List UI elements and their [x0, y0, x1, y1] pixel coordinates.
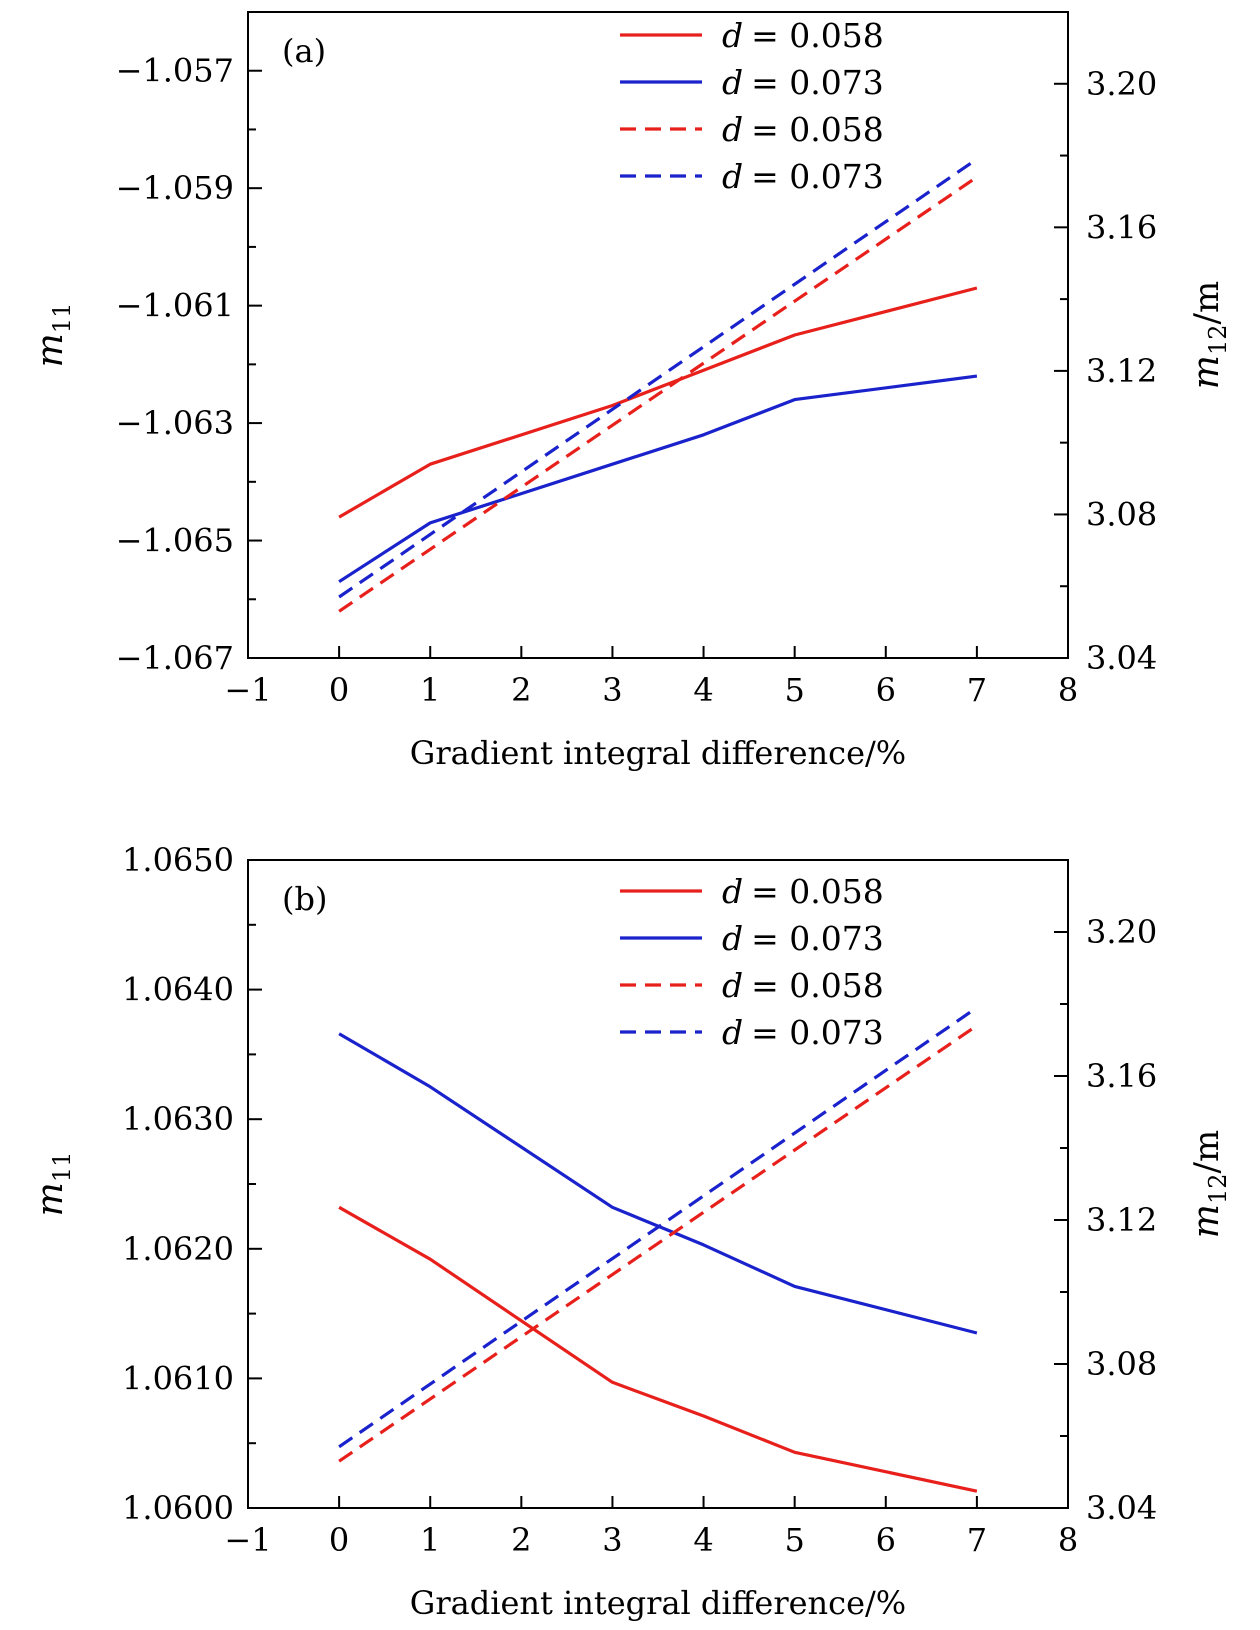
legend-entry-value: = 0.073 — [751, 919, 884, 958]
y-left-tick-label: −1.057 — [116, 52, 234, 90]
legend-entry-var: d — [722, 966, 743, 1005]
y-left-tick-label: −1.063 — [116, 404, 234, 442]
legend-entry-value: = 0.073 — [751, 1013, 884, 1052]
legend-entry-var: d — [722, 157, 743, 196]
y-right-axis-label-base: m — [1186, 355, 1227, 389]
y-right-tick-label: 3.04 — [1086, 1489, 1157, 1527]
y-right-axis-label: m12/m — [1186, 281, 1232, 389]
x-tick-label: 0 — [329, 671, 349, 709]
y-right-tick-label: 3.12 — [1086, 352, 1157, 390]
x-tick-label: 3 — [602, 671, 622, 709]
y-right-axis-label-sub: 12 — [1204, 1174, 1232, 1205]
legend-entry-var: d — [722, 872, 743, 911]
y-left-axis-label-base: m — [30, 1182, 71, 1216]
legend-entry-value: = 0.073 — [751, 63, 884, 102]
y-right-tick-label: 3.08 — [1086, 495, 1157, 533]
panel-label: (a) — [282, 32, 326, 70]
series-line-left-solid-1 — [338, 1032, 978, 1335]
series-line-left-solid-0 — [338, 286, 978, 519]
legend-entry-2: d = 0.058 — [722, 966, 884, 1005]
x-tick-label: 5 — [784, 1521, 804, 1559]
series-line-right-dashed-2 — [338, 175, 978, 613]
y-left-axis-label-sub: 11 — [48, 303, 76, 334]
y-right-axis-label-unit: /m — [1187, 281, 1227, 325]
y-left-tick-label: −1.061 — [116, 287, 234, 325]
y-right-tick-label: 3.16 — [1086, 1057, 1157, 1095]
x-tick-label: 8 — [1058, 671, 1078, 709]
legend-entry-0: d = 0.058 — [722, 872, 884, 911]
legend-entry-var: d — [722, 110, 743, 149]
x-tick-label: 7 — [967, 671, 987, 709]
x-tick-label: −1 — [224, 1521, 271, 1559]
x-tick-label: 0 — [329, 1521, 349, 1559]
x-tick-label: 2 — [511, 1521, 531, 1559]
y-right-tick-label: 3.16 — [1086, 208, 1157, 246]
legend-entry-var: d — [722, 16, 743, 55]
y-left-tick-label: −1.067 — [116, 639, 234, 677]
plot-frame — [247, 11, 1069, 659]
y-left-tick-label: −1.065 — [116, 522, 234, 560]
x-tick-label: 6 — [876, 671, 896, 709]
plot-frame — [247, 859, 1069, 1509]
x-tick-label: 7 — [967, 1521, 987, 1559]
x-tick-label: 3 — [602, 1521, 622, 1559]
series-line-right-dashed-2 — [338, 1024, 978, 1463]
x-axis-label: Gradient integral difference/% — [410, 1584, 906, 1622]
chart-panel-b: −1 0 1 2 3 4 5 6 7 81.06001.06101.06201.06301.064… — [30, 841, 1232, 1622]
series-line-right-dashed-3 — [338, 1006, 978, 1449]
series-line-left-solid-0 — [338, 1205, 978, 1493]
series-line-left-solid-1 — [338, 374, 978, 584]
chart-panel-a: −1 0 1 2 3 4 5 6 7 8−1.067−1.065−1.063−1.061−1.05… — [30, 11, 1232, 772]
x-tick-label: 8 — [1058, 1521, 1078, 1559]
y-left-tick-label: 1.0650 — [122, 841, 234, 879]
x-tick-label: 5 — [784, 671, 804, 709]
y-left-axis-label: m11 — [30, 303, 76, 368]
legend-entry-value: = 0.058 — [751, 872, 884, 911]
legend-entry-0: d = 0.058 — [722, 16, 884, 55]
legend-entry-2: d = 0.058 — [722, 110, 884, 149]
series-line-right-dashed-3 — [338, 157, 978, 599]
y-left-axis-label-base: m — [30, 333, 71, 367]
y-left-tick-label: −1.059 — [116, 169, 234, 207]
y-left-tick-label: 1.0630 — [122, 1100, 234, 1138]
x-tick-label: 2 — [511, 671, 531, 709]
x-tick-label: −1 — [224, 671, 271, 709]
legend-entry-value: = 0.058 — [751, 110, 884, 149]
x-tick-label: 1 — [420, 671, 440, 709]
panel-label: (b) — [282, 880, 327, 918]
y-left-axis-label: m11 — [30, 1152, 76, 1217]
legend-entry-1: d = 0.073 — [722, 919, 884, 958]
y-left-tick-label: 1.0610 — [122, 1359, 234, 1397]
y-right-tick-label: 3.20 — [1086, 913, 1157, 951]
legend-entry-var: d — [722, 1013, 743, 1052]
y-right-tick-label: 3.04 — [1086, 639, 1157, 677]
y-right-axis-label-unit: /m — [1187, 1130, 1227, 1174]
x-tick-label: 1 — [420, 1521, 440, 1559]
x-tick-label: 4 — [693, 1521, 713, 1559]
y-right-axis-label-base: m — [1186, 1204, 1227, 1238]
legend-entry-3: d = 0.073 — [722, 157, 884, 196]
legend-entry-var: d — [722, 63, 743, 102]
legend-entry-var: d — [722, 919, 743, 958]
legend-entry-value: = 0.058 — [751, 966, 884, 1005]
y-right-axis-label: m12/m — [1186, 1130, 1232, 1238]
y-right-tick-label: 3.08 — [1086, 1345, 1157, 1383]
x-axis-label: Gradient integral difference/% — [410, 734, 906, 772]
y-right-tick-label: 3.12 — [1086, 1201, 1157, 1239]
y-right-tick-label: 3.20 — [1086, 65, 1157, 103]
y-right-axis-label-sub: 12 — [1204, 325, 1232, 356]
y-left-tick-label: 1.0620 — [122, 1230, 234, 1268]
legend-entry-1: d = 0.073 — [722, 63, 884, 102]
x-tick-label: 4 — [693, 671, 713, 709]
legend-entry-value: = 0.073 — [751, 157, 884, 196]
x-tick-label: 6 — [876, 1521, 896, 1559]
y-left-axis-label-sub: 11 — [48, 1152, 76, 1183]
legend-entry-3: d = 0.073 — [722, 1013, 884, 1052]
legend-entry-value: = 0.058 — [751, 16, 884, 55]
y-left-tick-label: 1.0640 — [122, 971, 234, 1009]
y-left-tick-label: 1.0600 — [122, 1489, 234, 1527]
